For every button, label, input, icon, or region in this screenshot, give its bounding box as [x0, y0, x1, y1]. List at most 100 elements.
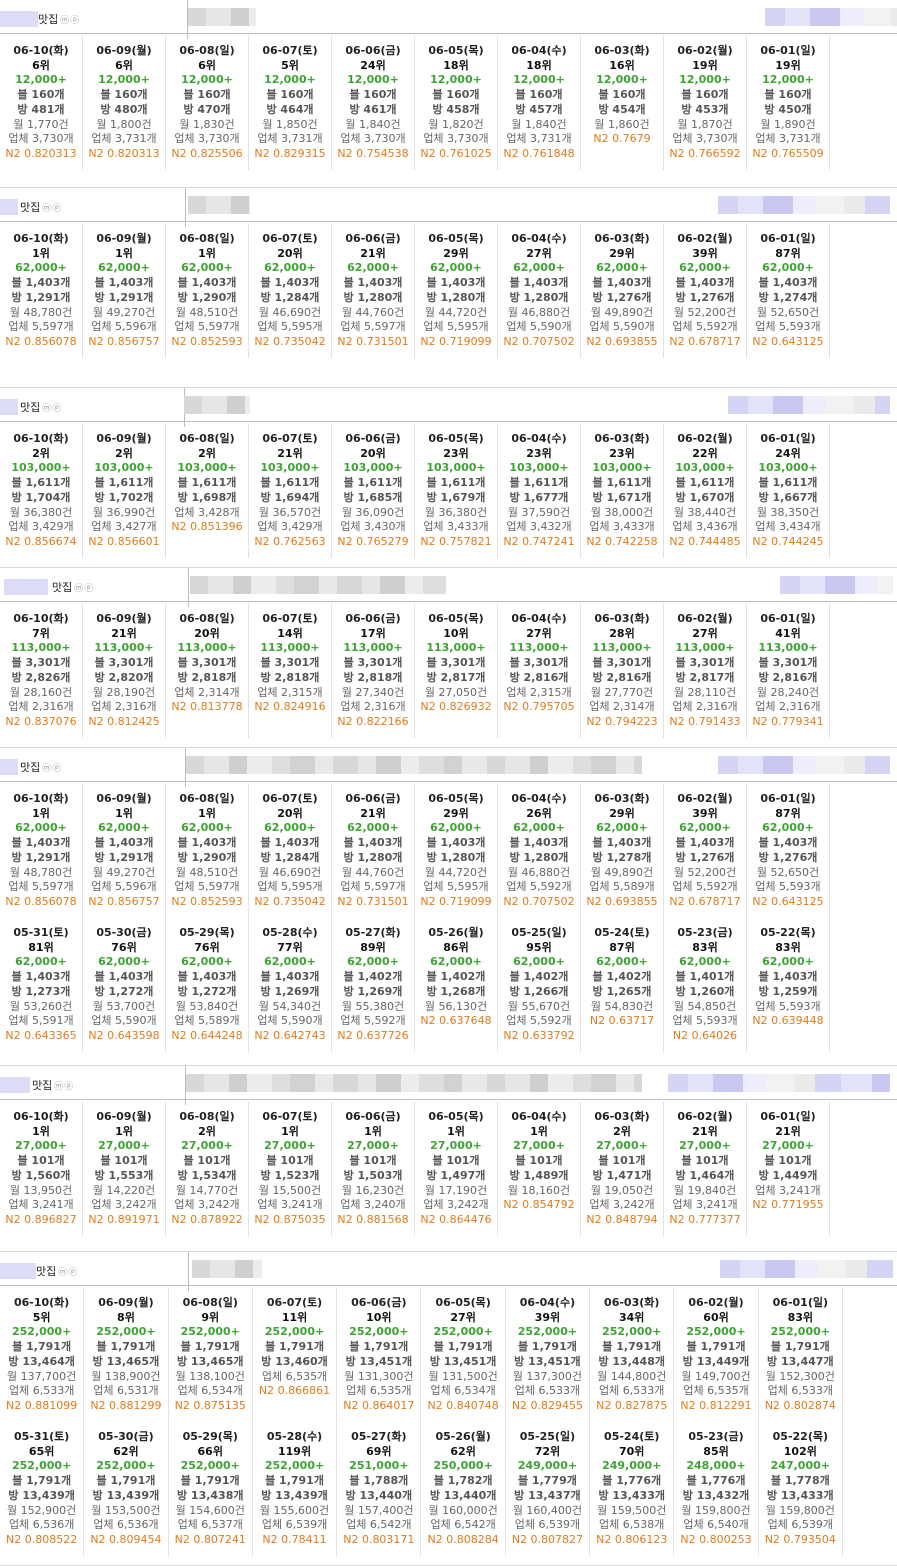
stat-bang: 방 1,273개 — [11, 984, 71, 998]
stats-row: 06-10(화) 6위 12,000+ 블 160개 방 481개 월 1,770건 업체 … — [0, 36, 830, 170]
stat-price: 62,000+ — [596, 955, 648, 969]
stat-n2: N2 0.840748 — [427, 1398, 499, 1412]
stat-blog: 블 160개 — [432, 88, 480, 102]
redacted-tags — [668, 1074, 890, 1092]
stat-price: 27,000+ — [98, 1139, 150, 1153]
keyword-text[interactable]: 맛집 — [32, 1079, 53, 1092]
keyword-label[interactable]: 맛집 ⓜⓟ — [20, 399, 62, 415]
stat-price: 62,000+ — [430, 821, 482, 835]
stat-month: 월 1,860건 — [594, 117, 650, 131]
stat-month: 월 37,590건 — [507, 505, 571, 519]
map-place-icons[interactable]: ⓜⓟ — [42, 204, 63, 214]
stat-rank: 69위 — [366, 1444, 392, 1458]
stat-biz: 업체 5,593개 — [755, 880, 821, 894]
stat-blog: 블 101개 — [100, 1154, 148, 1168]
keyword-text[interactable]: 맛집 — [52, 581, 73, 594]
map-place-icons[interactable]: ⓜⓟ — [58, 1268, 79, 1278]
stat-bang: 방 1,698개 — [177, 490, 237, 504]
day-stat-cell: 06-10(화) 1위 62,000+ 블 1,403개 방 1,291개 월 48,78… — [0, 224, 83, 358]
stat-n2: N2 0.807827 — [511, 1532, 584, 1546]
keyword-text[interactable]: 맛집 — [36, 1265, 57, 1278]
map-place-icons[interactable]: ⓜⓟ — [60, 16, 81, 26]
keyword-label[interactable]: 맛집 ⓜⓟ — [32, 1077, 74, 1093]
stat-bang: 방 1,667개 — [758, 490, 818, 504]
stat-biz: 업체 5,590개 — [91, 1014, 157, 1028]
stat-price: 252,000+ — [770, 1325, 830, 1339]
stat-blog: 블 3,301개 — [509, 656, 569, 670]
stat-biz: 업체 3,730개 — [672, 132, 738, 146]
stat-rank: 70위 — [619, 1444, 645, 1458]
stat-biz: 업체 5,596개 — [91, 320, 157, 334]
keyword-label[interactable]: 맛집 ⓜⓟ — [52, 579, 94, 595]
stat-price: 62,000+ — [762, 261, 814, 275]
day-stat-cell: 06-01(일) 87위 62,000+ 블 1,403개 방 1,276개 월 52,6… — [747, 784, 830, 918]
stat-n2: N2 0.794223 — [586, 714, 658, 728]
map-place-icons[interactable]: ⓜⓟ — [42, 764, 63, 774]
keyword-label[interactable]: 맛집 ⓜⓟ — [36, 1263, 78, 1279]
stat-date: 06-02(월) — [677, 1110, 733, 1123]
stat-n2: N2 0.800253 — [680, 1532, 752, 1546]
day-stat-cell: 06-10(화) 7위 113,000+ 블 3,301개 방 2,826개 월 28,1… — [0, 604, 83, 738]
stat-blog: 블 160개 — [266, 88, 314, 102]
stat-month: 월 54,340건 — [258, 999, 322, 1013]
redacted-tags — [720, 1260, 893, 1278]
day-stat-cell: 06-02(월) 60위 252,000+ 블 1,791개 방 13,449개 월 14… — [674, 1288, 759, 1422]
stat-date: 06-06(금) — [345, 44, 401, 57]
stat-price: 62,000+ — [264, 955, 316, 969]
keyword-label[interactable]: 맛집 ⓜⓟ — [20, 759, 62, 775]
stat-n2: N2 0.633792 — [503, 1028, 575, 1042]
stat-bang: 방 13,465개 — [176, 1354, 244, 1368]
redacted-tags — [718, 756, 890, 774]
stat-rank: 8위 — [117, 1310, 135, 1324]
stat-n2: N2 0.848794 — [586, 1212, 658, 1226]
stat-n2: N2 0.852593 — [171, 894, 243, 908]
stat-date: 05-23(금) — [677, 926, 733, 939]
keyword-text[interactable]: 맛집 — [20, 401, 41, 414]
stat-date: 05-31(토) — [13, 1430, 70, 1443]
stat-month: 월 28,240건 — [756, 685, 820, 699]
stat-biz: 업체 6,539개 — [767, 1518, 833, 1532]
stat-bang: 방 1,278개 — [592, 850, 652, 864]
stat-n2: N2 0.678717 — [669, 334, 741, 348]
stat-n2: N2 0.731501 — [337, 894, 409, 908]
stat-blog: 블 1,611개 — [758, 476, 818, 490]
stat-biz: 업체 3,242개 — [423, 1198, 489, 1212]
stat-price: 62,000+ — [430, 261, 482, 275]
stat-n2: N2 0.719099 — [420, 334, 492, 348]
stat-month: 업체 2,315개 — [257, 685, 323, 699]
day-stat-cell: 06-02(월) 22위 103,000+ 블 1,611개 방 1,670개 월 38,… — [664, 424, 747, 558]
map-place-icons[interactable]: ⓜⓟ — [42, 404, 63, 414]
keyword-text[interactable]: 맛집 — [38, 13, 59, 26]
keyword-text[interactable]: 맛집 — [20, 761, 41, 774]
stat-blog: 블 1,791개 — [686, 1340, 746, 1354]
stat-blog: 블 1,403개 — [260, 970, 320, 984]
keyword-label[interactable]: 맛집 ⓜⓟ — [20, 199, 62, 215]
keyword-text[interactable]: 맛집 — [20, 201, 41, 214]
stat-n2: N2 0.807241 — [174, 1532, 246, 1546]
stat-bang: 방 1,534개 — [177, 1168, 237, 1182]
stat-biz: 업체 3,242개 — [91, 1198, 157, 1212]
stat-blog: 블 1,611개 — [426, 476, 486, 490]
stat-biz: 업체 5,597개 — [8, 880, 74, 894]
stat-rank: 2위 — [115, 446, 133, 460]
stat-month: 월 137,300건 — [512, 1369, 583, 1383]
stat-n2: N2 0.64026 — [672, 1028, 738, 1042]
stat-rank: 39위 — [692, 246, 718, 260]
redacted-place-name — [186, 1074, 642, 1092]
map-place-icons[interactable]: ⓜⓟ — [74, 584, 95, 594]
stat-month: 월 153,500건 — [91, 1503, 161, 1517]
stat-blog: 블 1,403개 — [177, 970, 237, 984]
keyword-label[interactable]: 맛집 ⓜⓟ — [38, 11, 80, 27]
stat-biz: 업체 5,595개 — [423, 320, 489, 334]
stat-date: 05-24(토) — [604, 1430, 660, 1443]
stat-price: 12,000+ — [264, 73, 316, 87]
map-place-icons[interactable]: ⓜⓟ — [54, 1082, 75, 1092]
day-stat-cell: 06-05(목) 18위 12,000+ 블 160개 방 458개 월 1,820건 업체… — [415, 36, 498, 170]
stat-bang: 방 13,460개 — [261, 1354, 328, 1368]
day-stat-cell: 06-10(화) 5위 252,000+ 블 1,791개 방 13,464개 월 137… — [0, 1288, 85, 1422]
stat-biz: 업체 2,316개 — [755, 700, 821, 714]
stat-month: 업체 3,428개 — [174, 505, 240, 519]
stat-biz: 업체 3,433개 — [423, 520, 489, 534]
stat-month: 월 1,820건 — [428, 117, 484, 131]
stat-month: 월 49,270건 — [92, 305, 156, 319]
